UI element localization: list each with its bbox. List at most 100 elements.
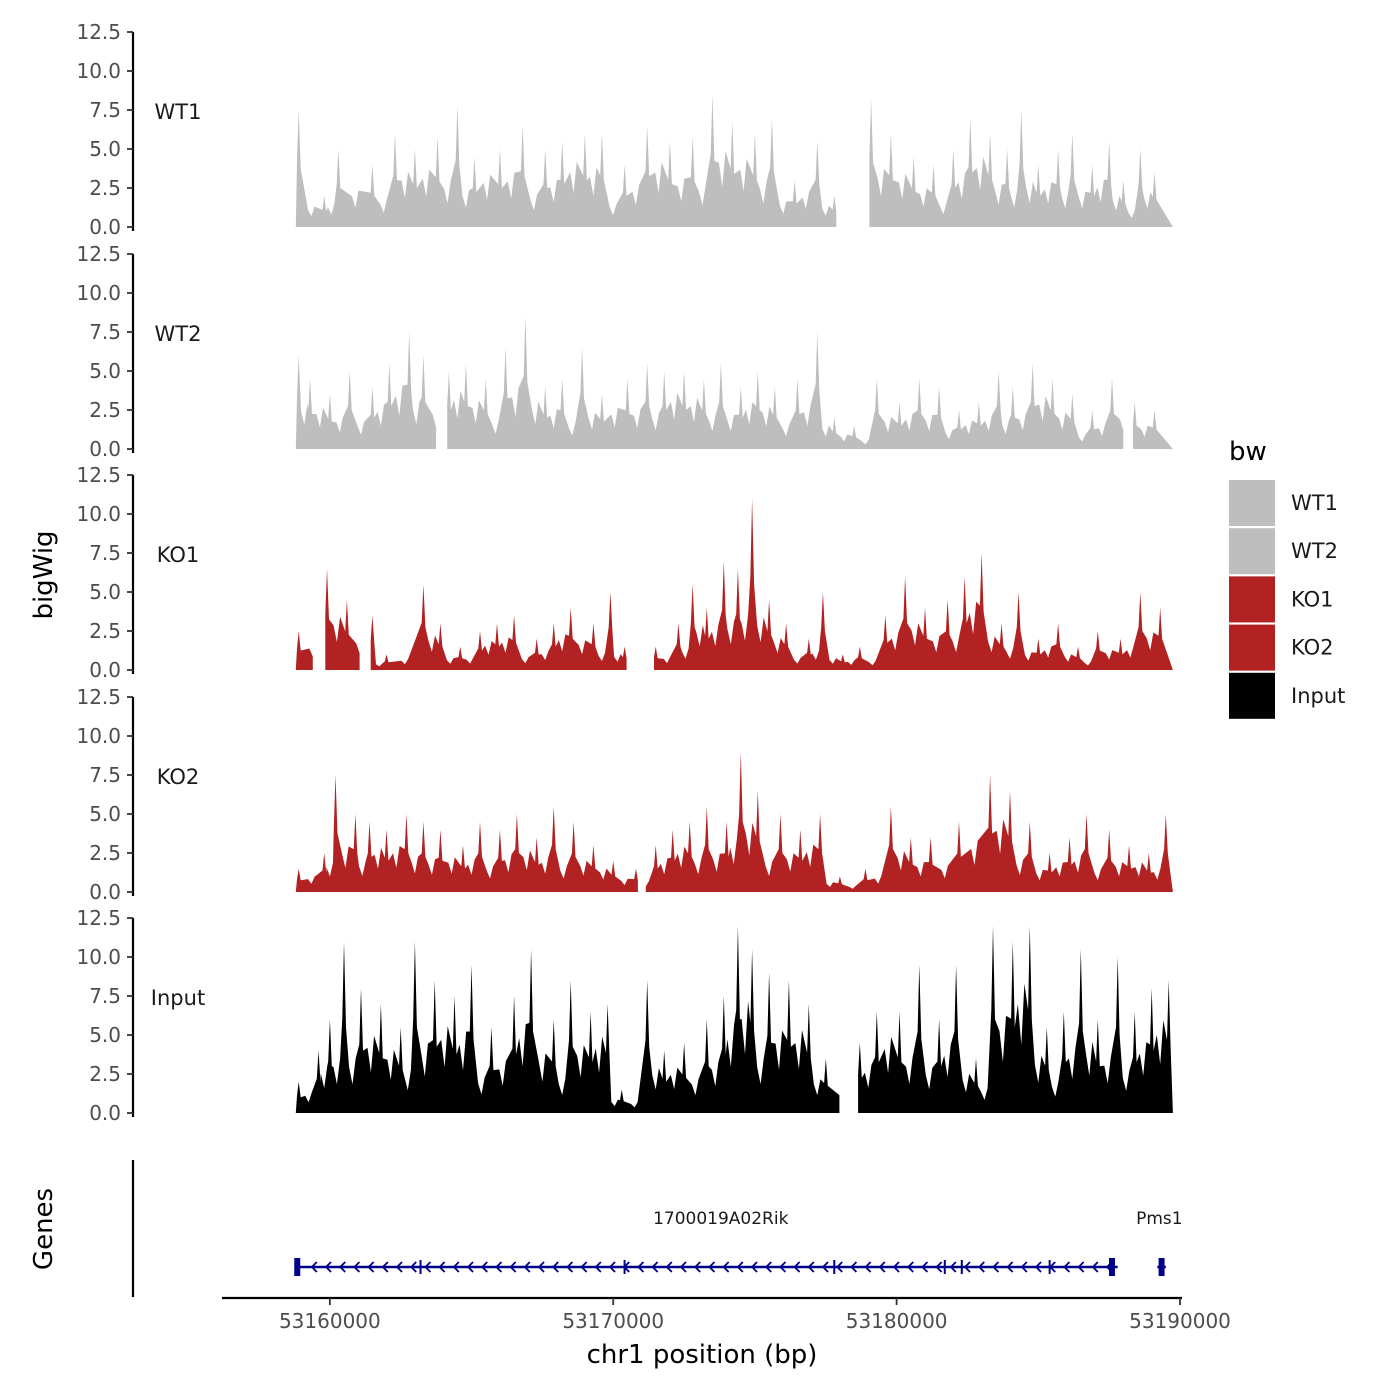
x-tick-label: 53180000 (846, 1309, 948, 1333)
track-label: KO2 (157, 765, 200, 789)
exon-mark (623, 1260, 626, 1274)
strand-arrow-icon (764, 1261, 772, 1273)
strand-arrow-icon (921, 1261, 929, 1273)
gene-name-label: 1700019A02Rik (653, 1209, 789, 1229)
y-tick-label: 7.5 (89, 984, 121, 1008)
legend-swatch (1229, 576, 1275, 623)
genes-panel: Genes 1700019A02Rik Pms1 (29, 1160, 1183, 1297)
y-tick-label: 7.5 (89, 98, 121, 122)
track-ko2: 0.0 2.5 5.0 7.5 10.0 12.5 KO2 (76, 685, 1173, 904)
y-tick-label: 12.5 (76, 906, 121, 930)
strand-arrow-icon (523, 1261, 531, 1273)
strand-arrow-icon (1063, 1261, 1071, 1273)
strand-arrow-icon (1077, 1261, 1085, 1273)
strand-arrow-icon (580, 1261, 588, 1273)
y-tick-label: 0.0 (89, 1101, 121, 1125)
legend-swatch (1229, 528, 1275, 575)
gene-1700019a02rik: 1700019A02Rik (294, 1209, 1118, 1276)
strand-arrow-icon (438, 1261, 446, 1273)
strand-arrow-icon (1091, 1261, 1099, 1273)
y-tick-label: 10.0 (76, 724, 121, 748)
strand-arrow-icon (821, 1261, 829, 1273)
track-label: KO1 (157, 543, 200, 567)
strand-arrow-icon (892, 1261, 900, 1273)
strand-arrow-icon (1006, 1261, 1014, 1273)
strand-arrow-icon (480, 1261, 488, 1273)
gene-name-label: Pms1 (1136, 1209, 1182, 1229)
strand-arrow-icon (594, 1261, 602, 1273)
strand-arrow-icon (949, 1261, 957, 1273)
strand-arrow-icon (424, 1261, 432, 1273)
y-tick-label: 2.5 (89, 841, 121, 865)
y-tick-label: 5.0 (89, 1023, 121, 1047)
signal-area-input (858, 925, 1173, 1113)
y-tick-label: 5.0 (89, 580, 121, 604)
genes-panel-title: Genes (29, 1188, 59, 1270)
track-label: Input (151, 986, 205, 1010)
strand-arrow-icon (395, 1261, 403, 1273)
y-tick-label: 0.0 (89, 215, 121, 239)
strand-arrow-icon (906, 1261, 914, 1273)
y-tick-label: 0.0 (89, 437, 121, 461)
exon-mark (943, 1260, 946, 1274)
signal-area-wt1 (295, 94, 837, 228)
strand-arrow-icon (637, 1261, 645, 1273)
x-tick-label: 53170000 (562, 1309, 664, 1333)
y-tick-label: 12.5 (76, 242, 121, 266)
signal-area-wt2 (447, 316, 1124, 449)
legend-title: bw (1229, 437, 1267, 467)
y-tick-label: 7.5 (89, 541, 121, 565)
legend-label: KO2 (1291, 636, 1334, 660)
y-tick-label: 12.5 (76, 685, 121, 709)
gene-pms1: Pms1 (1136, 1209, 1183, 1276)
legend-swatch (1229, 672, 1275, 719)
exon-mark (1108, 1258, 1115, 1276)
y-tick-label: 7.5 (89, 320, 121, 344)
strand-arrow-icon (693, 1261, 701, 1273)
strand-arrow-icon (779, 1261, 787, 1273)
signal-area-ko2 (295, 775, 638, 892)
strand-arrow-icon (850, 1261, 858, 1273)
signal-area-ko1 (325, 568, 360, 670)
exon-mark (1158, 1258, 1165, 1276)
strand-arrow-icon (722, 1261, 730, 1273)
strand-arrow-icon (466, 1261, 474, 1273)
signal-area-ko1 (654, 498, 1173, 670)
strand-arrow-icon (750, 1261, 758, 1273)
strand-arrow-icon (665, 1261, 673, 1273)
y-tick-label: 0.0 (89, 658, 121, 682)
y-tick-label: 5.0 (89, 802, 121, 826)
track-label: WT1 (155, 100, 202, 124)
y-tick-label: 5.0 (89, 359, 121, 383)
x-axis: 53160000 53170000 53180000 53190000 (222, 1296, 1231, 1333)
y-tick-label: 10.0 (76, 281, 121, 305)
strand-arrow-icon (310, 1261, 318, 1273)
strand-arrow-icon (338, 1261, 346, 1273)
y-tick-label: 12.5 (76, 463, 121, 487)
strand-arrow-icon (1034, 1261, 1042, 1273)
legend-label: WT1 (1291, 491, 1338, 515)
strand-arrow-icon (452, 1261, 460, 1273)
y-tick-label: 10.0 (76, 502, 121, 526)
strand-arrow-icon (495, 1261, 503, 1273)
strand-arrow-icon (1020, 1261, 1028, 1273)
coverage-tracks: 0.0 2.5 5.0 7.5 10.0 12.5 WT1 0.0 2.5 5.0 7.5 10.0 1… (76, 20, 1173, 1125)
strand-arrow-icon (566, 1261, 574, 1273)
legend: bw WT1 WT2 KO1 KO2 Input (1229, 437, 1345, 719)
track-input: 0.0 2.5 5.0 7.5 10.0 12.5 Input (76, 906, 1173, 1125)
strand-arrow-icon (963, 1261, 971, 1273)
strand-arrow-icon (679, 1261, 687, 1273)
y-tick-label: 12.5 (76, 20, 121, 44)
y-tick-label: 2.5 (89, 176, 121, 200)
exon-mark (294, 1258, 301, 1276)
signal-area-wt2 (295, 332, 437, 449)
legend-label: KO1 (1291, 587, 1334, 611)
strand-arrow-icon (367, 1261, 375, 1273)
legend-swatch (1229, 480, 1275, 526)
x-tick-label: 53190000 (1129, 1309, 1231, 1333)
signal-area-ko2 (645, 751, 1173, 892)
strand-arrow-icon (608, 1261, 616, 1273)
strand-arrow-icon (651, 1261, 659, 1273)
y-tick-label: 2.5 (89, 398, 121, 422)
